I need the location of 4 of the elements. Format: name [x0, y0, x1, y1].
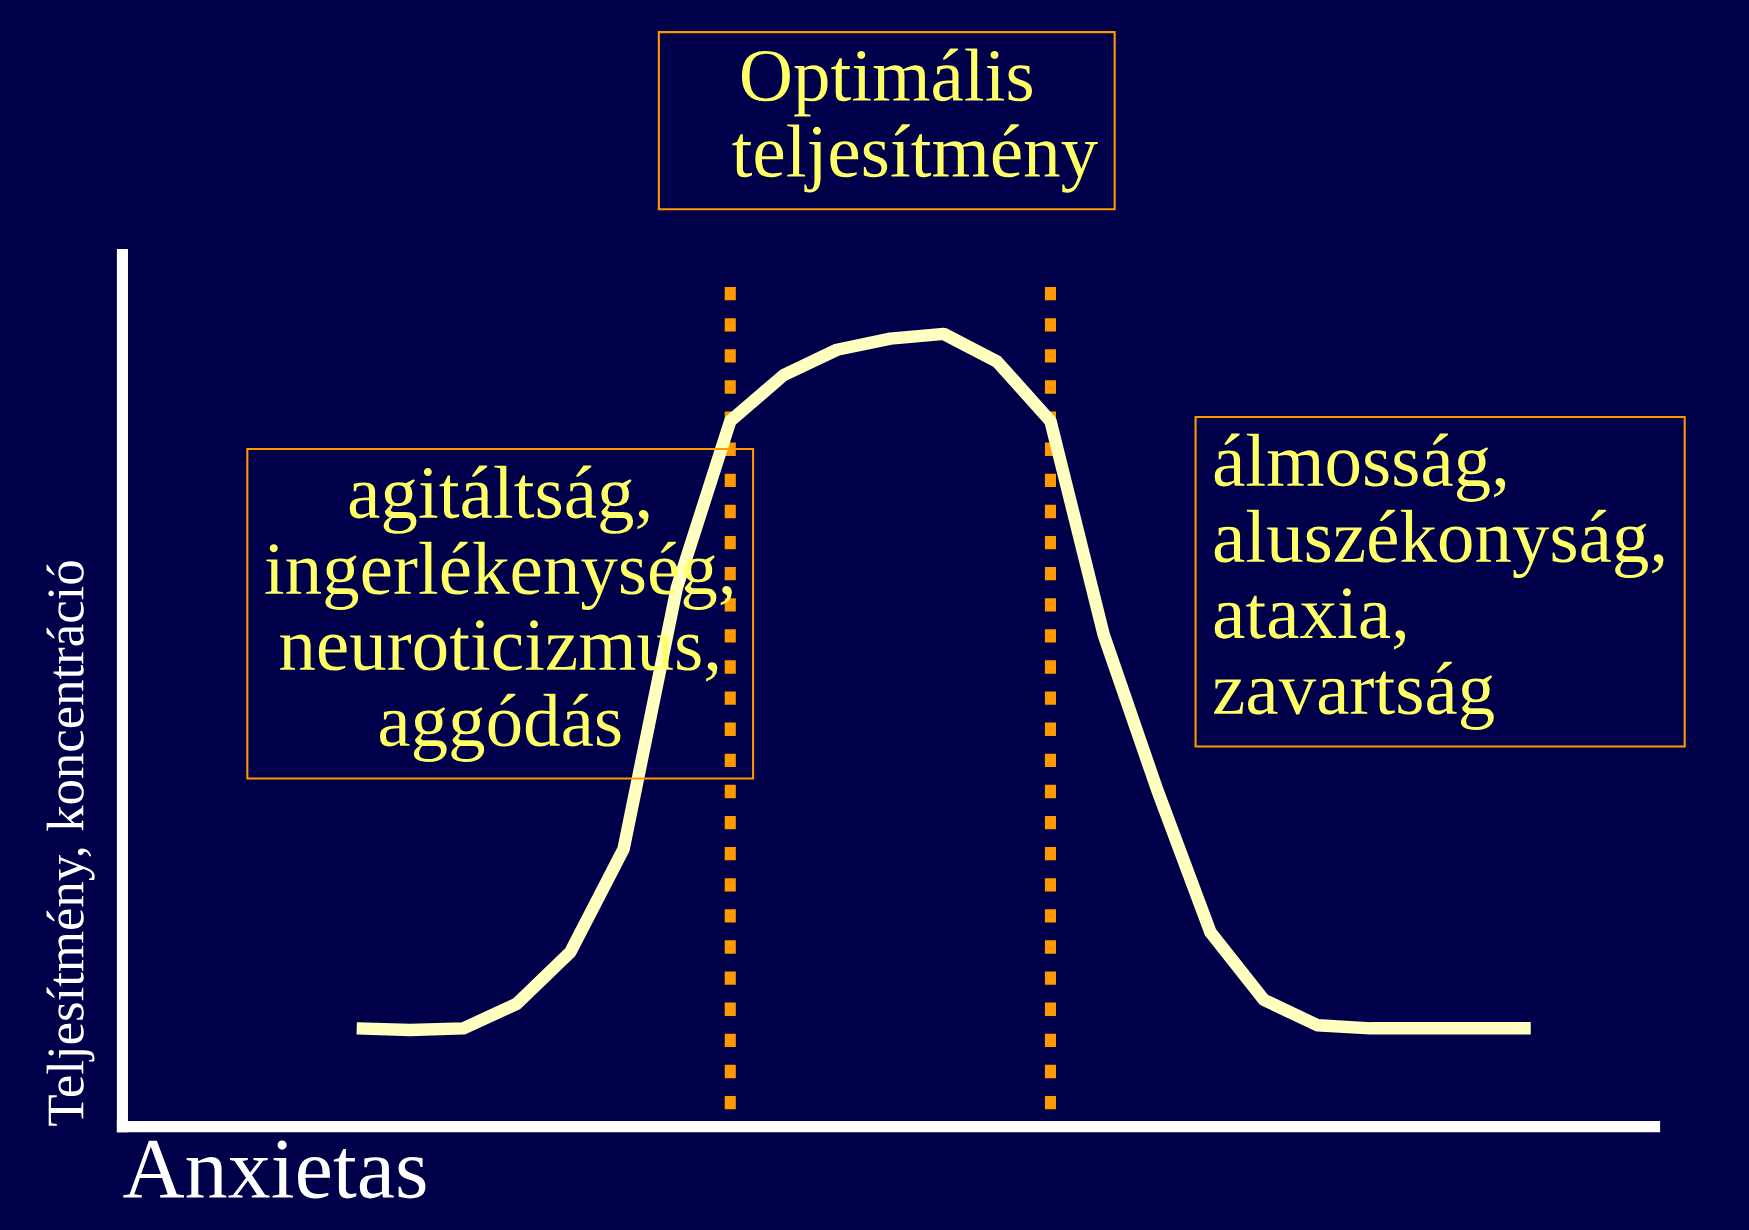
annotation: álmosság, aluszékonyság, ataxia, zavartság	[1214, 433, 1664, 731]
text: Optimális teljesítmény	[732, 48, 1098, 193]
y-axis-title: Teljesítmény, koncentráció	[46, 561, 95, 1126]
x-axis-title: Anxietas	[123, 1140, 426, 1199]
